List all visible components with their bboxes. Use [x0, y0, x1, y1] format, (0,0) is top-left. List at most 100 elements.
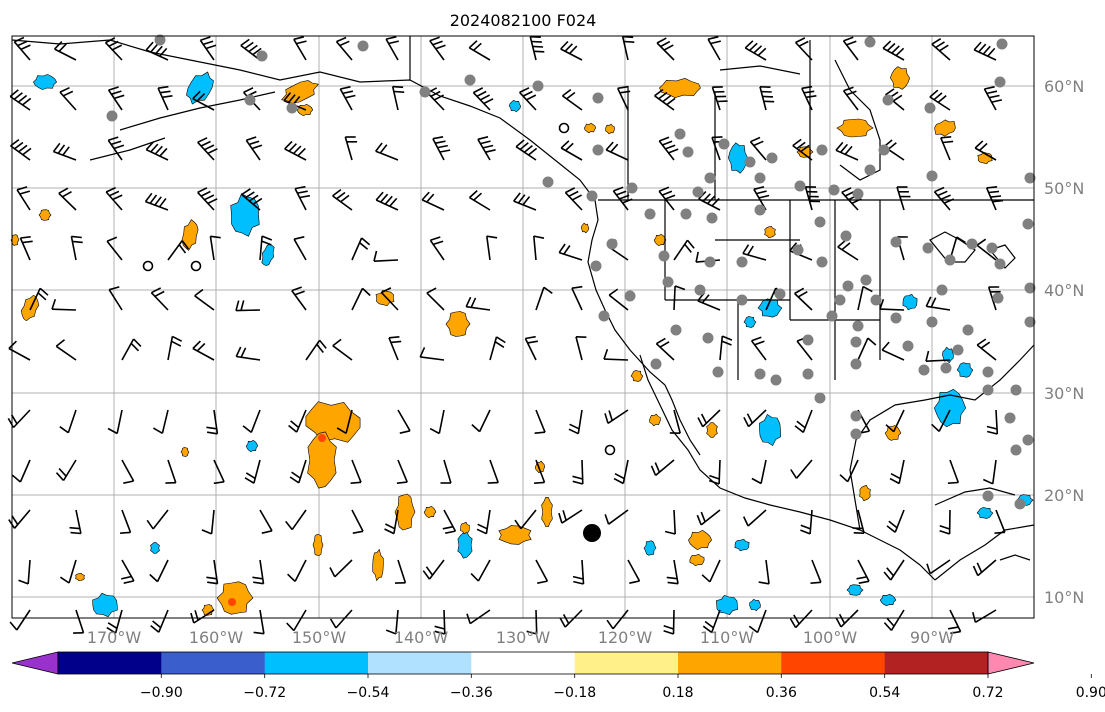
lon-label: 130°W: [496, 628, 551, 647]
station-marker: [840, 230, 852, 242]
wind-barb: [529, 35, 545, 61]
wind-barb: [241, 188, 263, 211]
wind-barb: [107, 136, 125, 161]
wind-barb: [839, 459, 859, 483]
coastline-segment: [11, 39, 596, 201]
wind-barb: [669, 409, 681, 434]
wind-barb: [698, 190, 721, 211]
wind-barb: [749, 136, 767, 161]
wind-barb: [121, 459, 135, 484]
wind-barb: [947, 609, 962, 635]
wind-barb: [881, 341, 905, 361]
anomaly-region: [879, 593, 897, 607]
wind-barb: [145, 141, 169, 161]
wind-barb: [242, 409, 261, 434]
wind-barb: [152, 409, 169, 434]
lon-label: 100°W: [803, 628, 858, 647]
calm-marker: [604, 444, 616, 456]
wind-barb: [373, 250, 399, 262]
wind-barb: [375, 191, 399, 211]
wind-barb: [673, 239, 695, 261]
coastline-segment: [639, 354, 936, 581]
wind-barb: [385, 36, 399, 61]
wind-barb: [167, 240, 190, 261]
wind-barb: [253, 609, 265, 635]
station-marker: [658, 250, 670, 262]
lon-label: 90°W: [910, 628, 954, 647]
anomaly-region: [836, 118, 874, 138]
anomaly-region: [216, 581, 254, 615]
wind-barb: [245, 136, 263, 161]
wind-barb: [329, 559, 353, 578]
wind-barb: [708, 459, 721, 485]
wind-barb: [344, 136, 358, 161]
station-marker: [1004, 412, 1016, 424]
station-marker: [890, 312, 902, 324]
wind-barb: [605, 141, 629, 161]
wind-barb: [336, 409, 353, 434]
wind-barb: [468, 190, 491, 211]
anomaly-peak: [228, 598, 236, 606]
wind-barb: [434, 609, 446, 635]
wind-barb: [470, 559, 491, 582]
wind-barb: [748, 609, 767, 634]
station-marker: [680, 208, 692, 220]
anomaly-region: [630, 370, 644, 382]
wind-barb: [656, 37, 675, 61]
wind-barb: [801, 85, 817, 111]
wind-barb: [835, 141, 859, 161]
station-marker: [996, 38, 1008, 50]
wind-barb: [105, 186, 123, 211]
wind-barb: [388, 336, 402, 361]
wind-barb: [743, 409, 767, 428]
station-marker: [982, 366, 994, 378]
wind-barb: [658, 136, 679, 161]
anomaly-peak: [318, 434, 326, 442]
wind-barb: [889, 459, 905, 485]
wind-barb: [432, 136, 451, 161]
wind-barb: [199, 36, 217, 61]
colorbar-tick-label: −0.36: [450, 685, 493, 701]
coastline-segment: [89, 137, 166, 161]
anomaly-region: [727, 142, 749, 174]
station-marker: [662, 276, 674, 288]
wind-barb: [974, 140, 997, 161]
lon-label: 120°W: [598, 628, 653, 647]
anomaly-region: [508, 99, 522, 113]
wind-barb: [19, 236, 33, 261]
wind-barb: [696, 509, 721, 526]
wind-barb: [13, 36, 31, 61]
station-marker: [590, 260, 602, 272]
wind-barb: [925, 296, 951, 311]
station-marker: [940, 362, 952, 374]
colorbar-segment: [884, 652, 989, 674]
wind-barb: [471, 409, 491, 433]
station-marker: [592, 92, 604, 104]
station-marker: [1014, 498, 1026, 510]
wind-barb: [487, 459, 499, 484]
wind-barb: [332, 188, 353, 211]
colorbar-tick-label: −0.54: [347, 685, 390, 701]
wind-barb: [244, 459, 261, 484]
calm-marker: [142, 260, 154, 272]
wind-barb: [121, 338, 142, 361]
wind-barb: [235, 300, 261, 312]
anomaly-region: [934, 119, 956, 137]
calm-marker: [558, 122, 570, 134]
coastline-segment: [999, 554, 1031, 561]
wind-barb: [571, 285, 583, 311]
wind-barb: [106, 236, 123, 261]
wind-barb: [534, 409, 546, 434]
station-marker: [712, 366, 724, 378]
colorbar-segment: [471, 652, 576, 674]
station-marker: [704, 256, 716, 268]
wind-barb: [513, 192, 537, 211]
station-marker: [994, 258, 1006, 270]
wind-barb: [792, 138, 813, 161]
wind-barb: [742, 509, 767, 527]
lat-label: 20°N: [1044, 486, 1084, 505]
station-marker: [922, 242, 934, 254]
wind-barb: [804, 186, 821, 211]
wind-barb: [794, 287, 813, 311]
station-marker: [878, 144, 890, 156]
